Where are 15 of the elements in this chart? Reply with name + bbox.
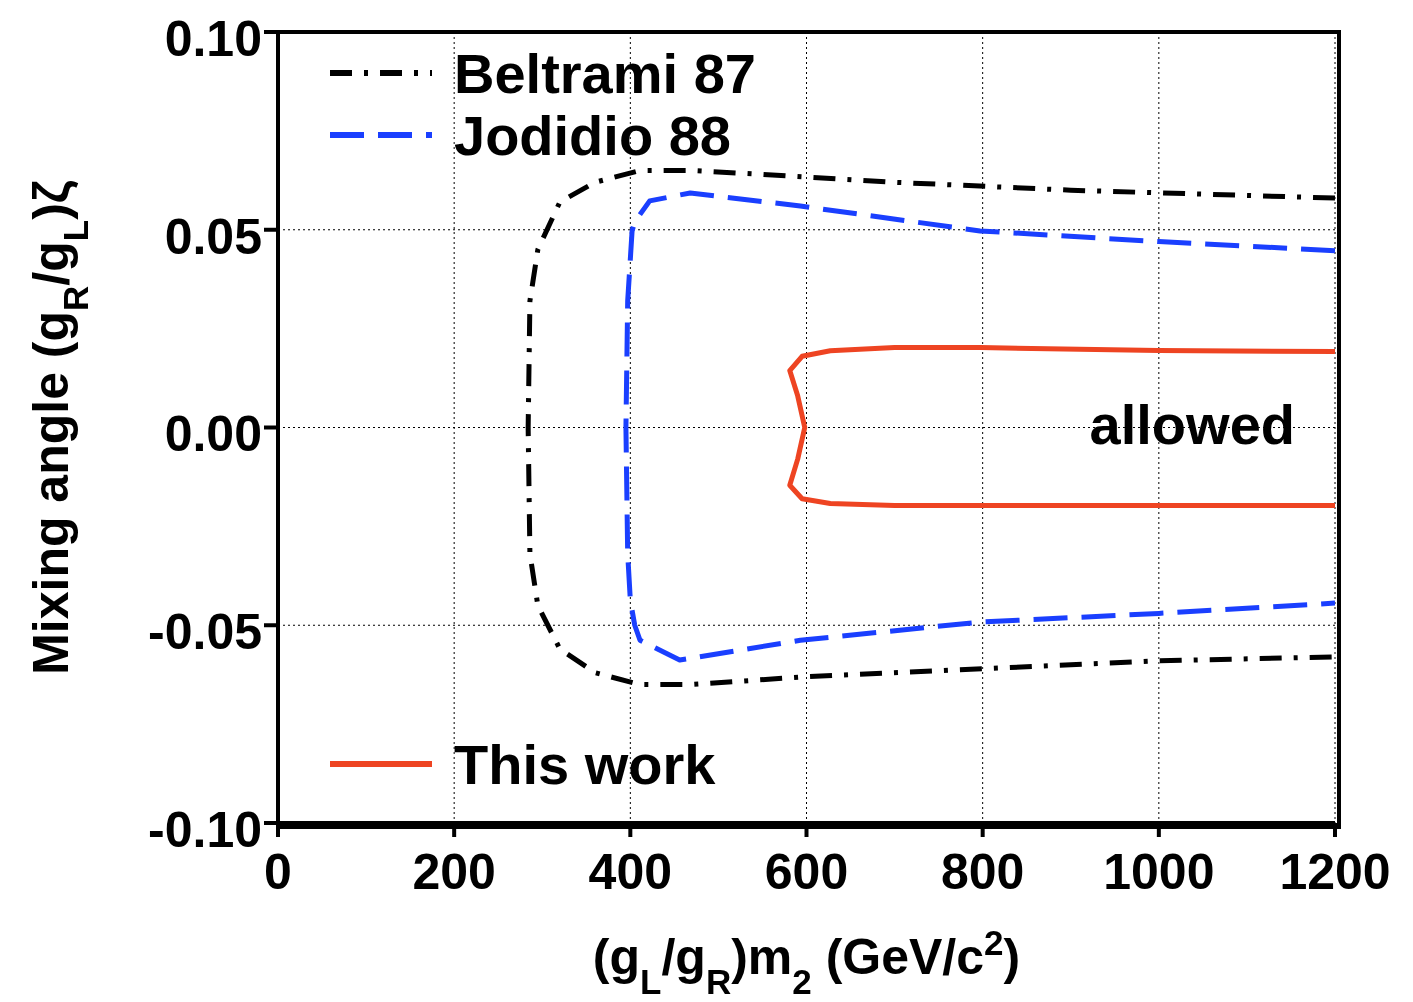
- y-tick-label: 0.10: [164, 10, 262, 67]
- annotation: allowed: [1089, 391, 1295, 457]
- x-tick-label: 1200: [1279, 843, 1391, 900]
- y-tick-label: 0.00: [164, 406, 262, 463]
- y-tick-label: -0.10: [148, 801, 262, 858]
- x-tick-label: 0: [264, 843, 292, 900]
- y-tick-label: 0.05: [164, 208, 262, 265]
- x-tick-label: 200: [412, 843, 496, 900]
- x-tick-label: 1000: [1103, 843, 1215, 900]
- x-tick-label: 400: [588, 843, 673, 900]
- legend-label: This work: [454, 731, 716, 797]
- x-tick-label: 800: [940, 843, 1025, 900]
- x-tick-label: 600: [764, 843, 849, 900]
- text: (g$_{L}$/g$_{R}$)m$_{2}$ (GeV/c$^{2}$): [592, 922, 1021, 1001]
- y-tick-label: -0.05: [148, 604, 262, 660]
